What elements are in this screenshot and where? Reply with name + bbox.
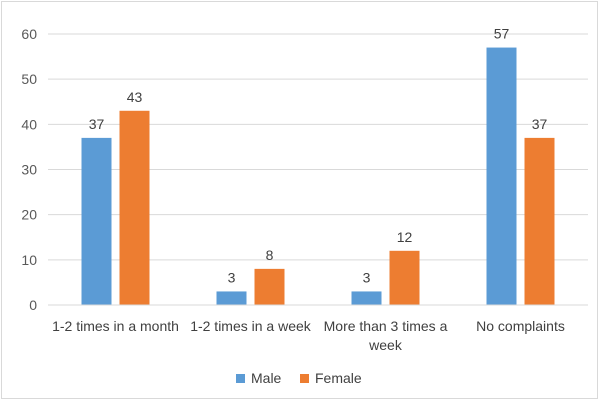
- bar-male-1: [216, 291, 247, 305]
- y-tick-label: 60: [21, 26, 37, 42]
- y-tick-label: 0: [29, 297, 37, 313]
- data-label: 43: [127, 89, 143, 105]
- y-tick-label: 40: [21, 116, 37, 132]
- bar-female-3: [524, 137, 555, 305]
- legend-swatch-female: [300, 374, 309, 383]
- y-tick-label: 50: [21, 71, 37, 87]
- bar-male-0: [81, 137, 112, 305]
- bar-male-2: [351, 291, 382, 305]
- y-tick-label: 10: [21, 252, 37, 268]
- x-category-label: 1-2 times in a week: [190, 318, 312, 334]
- y-tick-label: 20: [21, 207, 37, 223]
- x-category-label: More than 3 times a: [324, 318, 448, 334]
- x-category-label: week: [368, 337, 403, 353]
- bar-female-0: [119, 110, 150, 306]
- data-label: 3: [363, 269, 371, 285]
- legend-swatch-male: [236, 374, 245, 383]
- bar-male-3: [486, 47, 517, 306]
- data-label: 37: [89, 116, 105, 132]
- legend-label-female: Female: [315, 370, 362, 386]
- legend-label-male: Male: [251, 370, 282, 386]
- x-category-label: No complaints: [476, 318, 565, 334]
- data-label: 12: [397, 229, 413, 245]
- data-label: 8: [266, 247, 274, 263]
- data-label: 37: [532, 116, 548, 132]
- bar-female-2: [389, 250, 420, 305]
- data-label: 3: [228, 269, 236, 285]
- bar-female-1: [254, 268, 285, 305]
- data-label: 57: [494, 26, 510, 42]
- x-category-label: 1-2 times in a month: [52, 318, 179, 334]
- y-tick-label: 30: [21, 162, 37, 178]
